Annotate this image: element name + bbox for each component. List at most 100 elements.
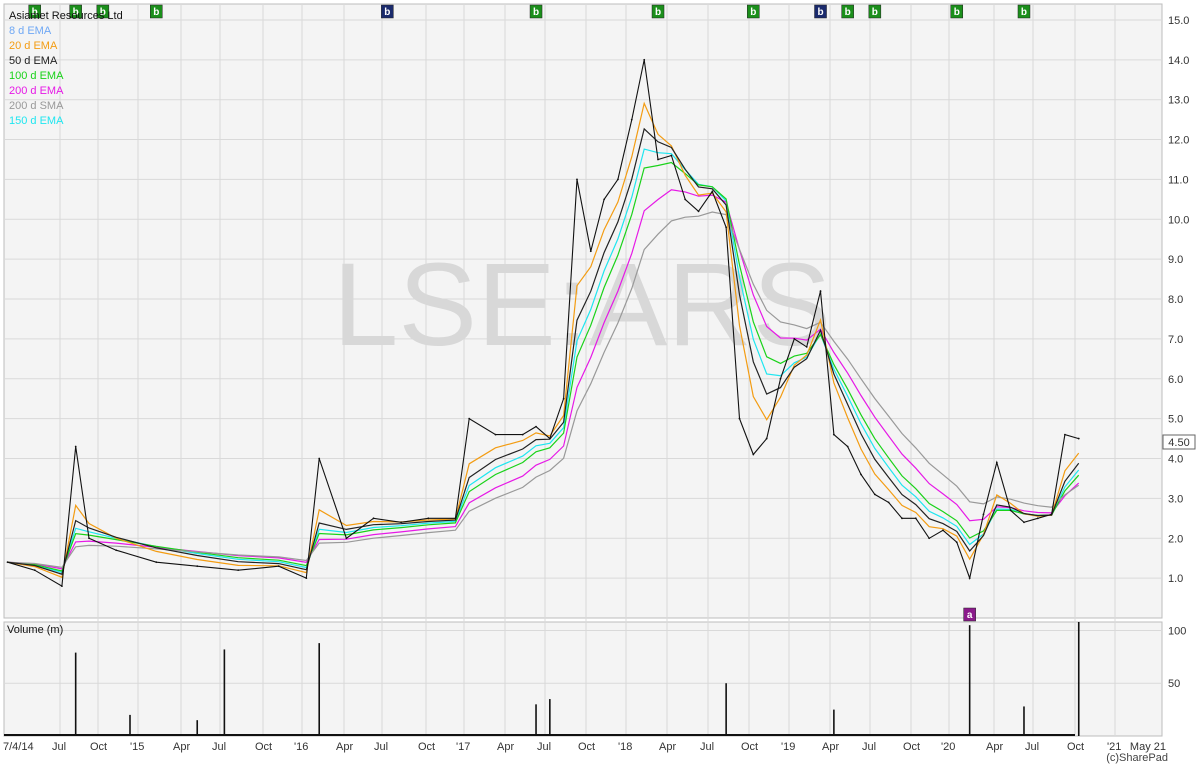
trade-marker-label[interactable]: b [1021, 7, 1027, 18]
trade-marker-box [529, 4, 543, 19]
price-point [779, 377, 782, 380]
series-line-20-d-ema [7, 101, 1080, 579]
trade-marker-label[interactable]: b [954, 7, 960, 18]
x-tick-label: Oct [1067, 741, 1084, 753]
price-point [643, 58, 646, 61]
x-tick-label: Apr [173, 741, 190, 753]
price-point [345, 537, 348, 540]
price-point [968, 577, 971, 580]
x-tick-label: Apr [336, 741, 353, 753]
trade-marker-box [950, 4, 964, 19]
price-point [6, 561, 9, 564]
price-point [1036, 517, 1039, 520]
trade-marker-label[interactable]: b [750, 7, 756, 18]
price-point [548, 437, 551, 440]
trade-marker-box [150, 4, 163, 19]
price-tick-label: 6.0 [1168, 374, 1183, 386]
legend-item: 200 d SMA [9, 100, 64, 112]
trade-marker-box [841, 4, 854, 19]
trade-marker-box [381, 4, 394, 19]
price-point [793, 338, 796, 340]
trade-marker-box [814, 4, 827, 19]
trade-marker-label[interactable]: b [655, 7, 661, 18]
price-point [1077, 437, 1080, 440]
x-tick-label: Apr [659, 741, 676, 753]
price-point [74, 445, 77, 448]
trade-marker-label[interactable]: b [533, 7, 539, 18]
x-tick-label: '17 [456, 741, 470, 753]
trade-marker-label[interactable]: b [32, 7, 38, 18]
price-point [697, 210, 700, 213]
watermark: LSE:ARS [333, 239, 831, 371]
price-tick-label: 8.0 [1168, 294, 1183, 306]
volume-panel [3, 621, 1163, 737]
trade-marker-label[interactable]: b [845, 7, 851, 18]
trade-marker-box [747, 4, 760, 19]
trade-marker-label[interactable]: b [872, 7, 878, 18]
price-panel [3, 3, 1163, 619]
grid [4, 4, 1162, 736]
price-point [684, 198, 687, 201]
last-price-label: 4.50 [1168, 437, 1189, 449]
volume-series [4, 622, 1080, 736]
legend-title: Asiamet Resources Ltd [9, 10, 123, 22]
price-point [711, 190, 714, 193]
price-point [887, 501, 890, 504]
price-point [60, 585, 63, 588]
price-point [277, 565, 280, 568]
trade-marker-box [69, 4, 82, 19]
price-point [427, 517, 430, 520]
price-point [670, 154, 673, 157]
price-point [196, 565, 199, 568]
price-point [846, 445, 849, 448]
price-tick-label: 3.0 [1168, 493, 1183, 505]
legend-item: 8 d EMA [9, 25, 52, 37]
price-point [752, 453, 755, 456]
x-tick-label: May 21 [1130, 741, 1166, 753]
price-series [6, 58, 1080, 588]
price-point [928, 537, 931, 540]
x-tick-label: Jul [862, 741, 876, 753]
trade-marker-label[interactable]: b [817, 7, 823, 18]
x-tick-label: 7/4/14 [3, 741, 34, 753]
price-point [1023, 521, 1025, 524]
price-tick-label: 5.0 [1168, 414, 1183, 426]
price-point [576, 178, 578, 181]
trade-marker-label[interactable]: b [384, 7, 390, 18]
price-point [115, 549, 118, 552]
price-point [454, 517, 457, 520]
volume-tick-label: 100 [1168, 625, 1186, 637]
legend-item: 20 d EMA [9, 40, 58, 52]
price-point [725, 226, 728, 229]
price-point [738, 417, 741, 420]
price-point [400, 521, 403, 524]
trade-marker-box [651, 4, 665, 19]
price-point [942, 529, 944, 532]
x-tick-label: '20 [941, 741, 955, 753]
trade-markers[interactable]: b b b b b b b b b b b b b a [28, 4, 1031, 622]
price-tick-label: 12.0 [1168, 135, 1189, 147]
x-tick-label: Jul [212, 741, 226, 753]
x-tick-label: '19 [781, 741, 795, 753]
trade-marker-label[interactable]: b [73, 7, 79, 18]
price-point [468, 417, 471, 420]
price-point [562, 397, 565, 400]
time-axis: 7/4/14 Jul Oct '15 Apr Jul Oct '16 Apr Jul Oct '17 A… [3, 741, 1166, 753]
trade-marker-label[interactable]: a [967, 610, 973, 621]
trade-marker-label[interactable]: b [153, 7, 159, 18]
x-tick-label: Oct [255, 741, 272, 753]
price-tick-label: 10.0 [1168, 214, 1189, 226]
x-tick-label: Jul [52, 741, 66, 753]
price-point [237, 569, 240, 572]
series-line-50-d-ema [7, 127, 1080, 575]
copyright: (c)SharePad [1106, 752, 1168, 764]
price-tick-label: 11.0 [1168, 174, 1189, 186]
price-tick-label: 15.0 [1168, 15, 1189, 27]
legend: Asiamet Resources Ltd 8 d EMA 20 d EMA 50 … [9, 9, 123, 129]
trade-marker-box [28, 4, 41, 19]
trade-marker-label[interactable]: b [100, 7, 106, 18]
price-point [1064, 433, 1066, 436]
x-tick-label: Apr [986, 741, 1003, 753]
series-line-200-d-sma [7, 211, 1080, 569]
